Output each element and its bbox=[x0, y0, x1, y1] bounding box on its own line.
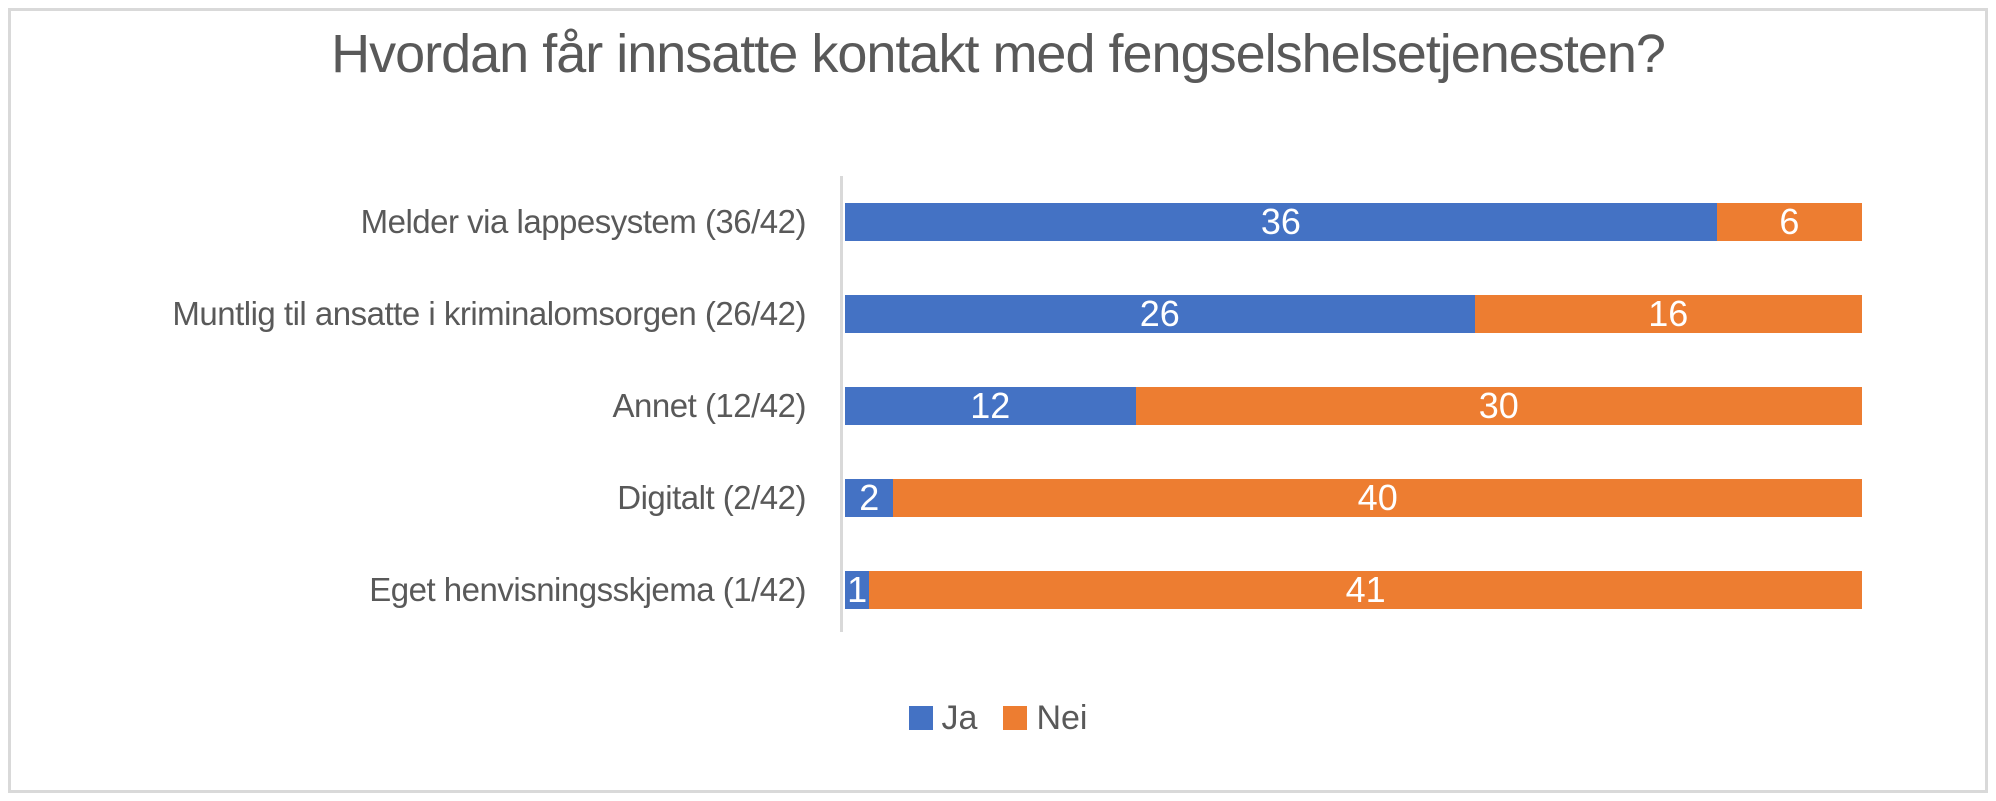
data-label: 2 bbox=[859, 477, 880, 518]
category-label: Eget henvisningsskjema (1/42) bbox=[369, 571, 806, 608]
data-label: 40 bbox=[1357, 477, 1398, 518]
bar-row: Digitalt (2/42) 2 40 bbox=[0, 479, 1996, 517]
bar-segment-nei: 30 bbox=[1135, 385, 1862, 426]
bar-segment-nei: 40 bbox=[893, 479, 1862, 517]
bar-track: 12 30 bbox=[845, 387, 1862, 425]
bar-segment-ja: 26 bbox=[845, 295, 1475, 333]
data-label: 1 bbox=[847, 569, 868, 610]
bar-segment-ja: 2 bbox=[845, 477, 894, 518]
bar-row: Annet (12/42) 12 30 bbox=[0, 387, 1996, 425]
legend-item-nei: Nei bbox=[1003, 701, 1087, 735]
bar-segment-nei: 6 bbox=[1716, 201, 1862, 242]
data-label: 26 bbox=[1139, 293, 1180, 334]
legend: Ja Nei bbox=[0, 701, 1996, 735]
y-axis-line bbox=[840, 176, 843, 632]
bar-rows: Melder via lappesystem (36/42) 36 6 Muntlig… bbox=[0, 203, 1996, 609]
bar-track: 1 41 bbox=[845, 571, 1862, 609]
data-label: 12 bbox=[970, 385, 1011, 426]
bar-segment-ja: 1 bbox=[845, 569, 870, 610]
bar-track: 36 6 bbox=[845, 203, 1862, 241]
bar-row: Muntlig til ansatte i kriminalomsorgen (… bbox=[0, 295, 1996, 333]
category-label: Melder via lappesystem (36/42) bbox=[360, 203, 807, 240]
data-label: 6 bbox=[1779, 201, 1800, 242]
data-label: 36 bbox=[1260, 201, 1301, 242]
legend-label-nei: Nei bbox=[1036, 699, 1088, 737]
bar-segment-ja: 36 bbox=[845, 203, 1717, 241]
chart-title: Hvordan får innsatte kontakt med fengsel… bbox=[331, 24, 1666, 84]
legend-item-ja: Ja bbox=[908, 699, 978, 737]
data-label: 16 bbox=[1648, 293, 1689, 334]
category-label: Annet (12/42) bbox=[612, 387, 807, 424]
data-label: 30 bbox=[1478, 385, 1519, 426]
legend-swatch-nei-icon bbox=[1003, 706, 1028, 730]
category-label: Digitalt (2/42) bbox=[617, 479, 806, 516]
legend-swatch-ja-icon bbox=[908, 706, 933, 730]
bar-segment-ja: 12 bbox=[845, 387, 1136, 425]
bar-segment-nei: 16 bbox=[1474, 293, 1862, 334]
bar-row: Eget henvisningsskjema (1/42) 1 41 bbox=[0, 571, 1996, 609]
bar-segment-nei: 41 bbox=[869, 571, 1862, 609]
category-label: Muntlig til ansatte i kriminalomsorgen (… bbox=[172, 295, 806, 332]
data-label: 41 bbox=[1345, 569, 1386, 610]
plot-area: Melder via lappesystem (36/42) 36 6 Muntlig… bbox=[0, 203, 1996, 609]
legend-label-ja: Ja bbox=[941, 699, 978, 737]
bar-row: Melder via lappesystem (36/42) 36 6 bbox=[0, 203, 1996, 241]
bar-track: 26 16 bbox=[845, 295, 1862, 333]
bar-track: 2 40 bbox=[845, 479, 1862, 517]
